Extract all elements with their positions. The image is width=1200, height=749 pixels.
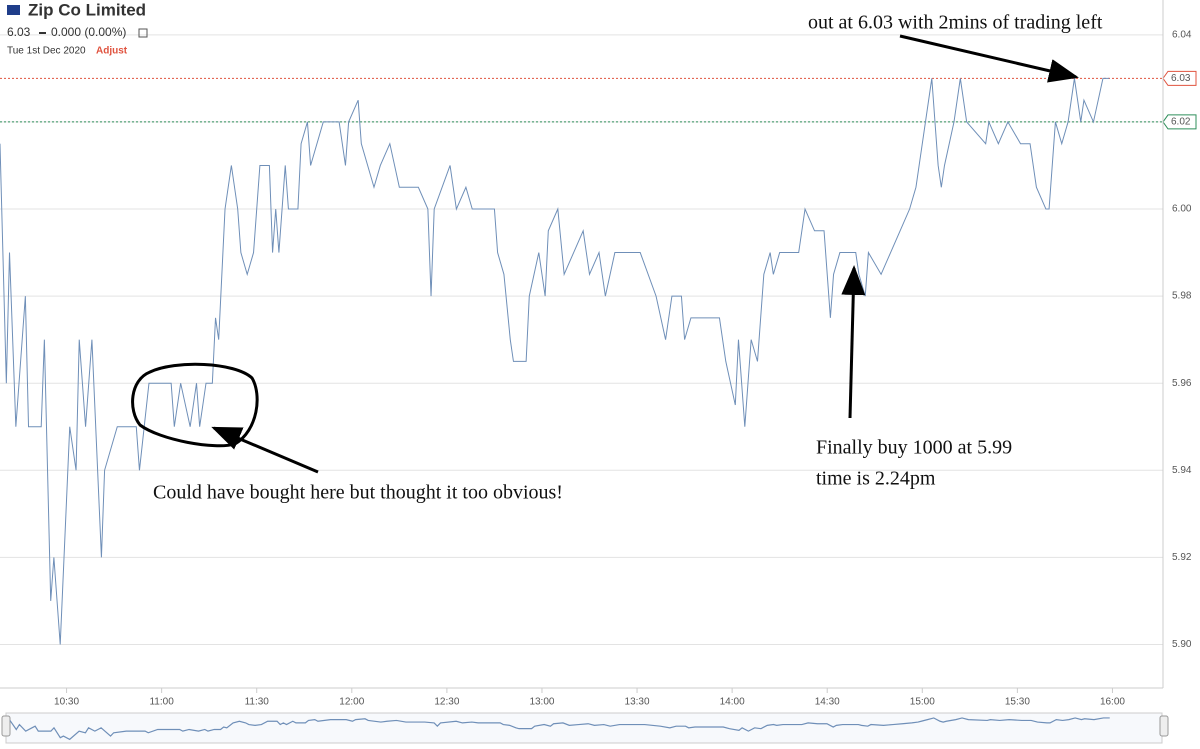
title: Zip Co Limited [28, 0, 146, 19]
info-icon[interactable] [138, 28, 148, 38]
y-tick-label: 6.00 [1172, 204, 1192, 215]
navigator-series [9, 717, 1110, 741]
annotation: time is 2.24pm [816, 468, 936, 490]
x-tick-label: 15:30 [1005, 697, 1030, 708]
price-tag [1162, 70, 1197, 86]
price-line-series [0, 77, 1110, 645]
navigator-handle[interactable] [1, 715, 11, 737]
circle-annotation [131, 362, 259, 448]
y-tick-label: 5.98 [1172, 291, 1192, 302]
arrow [899, 34, 1079, 83]
price-tag-label: 6.02 [1171, 117, 1191, 128]
y-tick-label: 6.04 [1172, 29, 1192, 40]
x-tick-label: 11:30 [245, 697, 270, 708]
navigator[interactable] [5, 712, 1163, 744]
annotation: out at 6.03 with 2mins of trading left [808, 12, 1103, 34]
adjust-button[interactable]: Adjust [96, 46, 128, 57]
change-label: 0.000 (0.00%) [51, 25, 126, 39]
x-tick-label: 14:30 [815, 697, 840, 708]
x-tick-label: 10:30 [54, 697, 79, 708]
x-tick-label: 16:00 [1100, 697, 1125, 708]
date-label: Tue 1st Dec 2020 [7, 46, 86, 57]
y-tick-label: 5.90 [1172, 639, 1192, 650]
y-tick-label: 5.96 [1172, 378, 1192, 389]
change-icon [39, 32, 46, 34]
x-tick-label: 12:30 [434, 697, 459, 708]
x-tick-label: 15:00 [910, 697, 935, 708]
annotation: Finally buy 1000 at 5.99 [816, 437, 1012, 459]
x-tick-label: 14:00 [720, 697, 745, 708]
price-tag [1162, 114, 1197, 130]
y-tick-label: 5.94 [1172, 465, 1192, 476]
x-tick-label: 13:00 [529, 697, 554, 708]
flag-icon [7, 5, 20, 15]
price-tag-label: 6.03 [1171, 73, 1191, 84]
y-tick-label: 5.92 [1172, 552, 1192, 563]
x-tick-label: 13:30 [625, 697, 650, 708]
annotation: Could have bought here but thought it to… [153, 482, 563, 504]
navigator-handle[interactable] [1159, 715, 1169, 737]
x-tick-label: 11:00 [149, 697, 174, 708]
arrow [211, 426, 319, 474]
x-tick-label: 12:00 [339, 697, 364, 708]
arrow [841, 265, 866, 419]
last-price: 6.03 [7, 25, 31, 39]
